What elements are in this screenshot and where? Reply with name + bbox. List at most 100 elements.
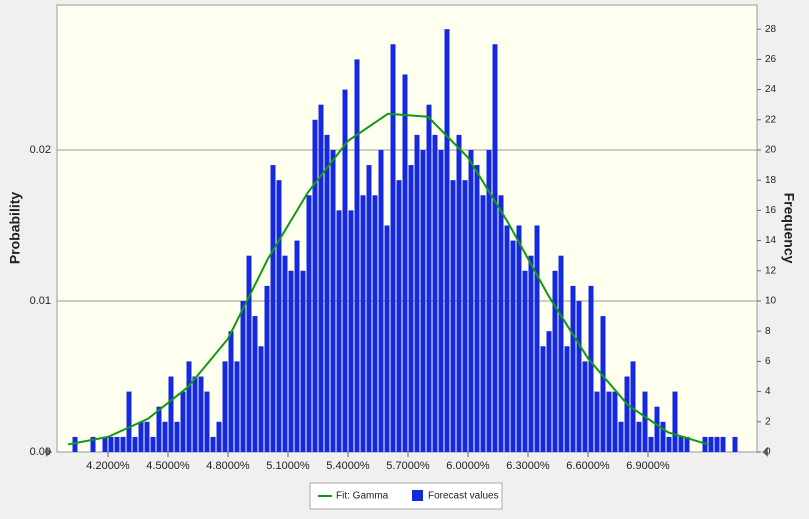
bar	[450, 180, 456, 453]
y2-tick-label: 4	[765, 386, 771, 397]
bar	[306, 195, 312, 452]
x-tick-label: 5.7000%	[386, 460, 430, 472]
bar	[648, 436, 654, 452]
x-tick-label: 4.2000%	[86, 460, 130, 472]
x-tick-label: 6.3000%	[506, 460, 550, 472]
y2-tick-label: 16	[765, 205, 777, 216]
bar	[552, 270, 558, 452]
bar	[522, 270, 528, 452]
bar	[402, 74, 408, 452]
y2-tick-label: 10	[765, 296, 777, 307]
bar	[348, 210, 354, 452]
bar	[528, 255, 534, 452]
bar	[72, 436, 78, 452]
y2-tick-label: 26	[765, 54, 777, 65]
bar	[516, 225, 522, 452]
bar	[498, 195, 504, 452]
y2-tick-label: 20	[765, 145, 777, 156]
bar	[600, 316, 606, 452]
bar	[408, 165, 414, 452]
x-tick-label: 4.8000%	[206, 460, 250, 472]
bar	[216, 421, 222, 452]
bar	[240, 300, 246, 452]
bar	[582, 361, 588, 452]
bar	[144, 421, 150, 452]
x-tick-label: 6.9000%	[626, 460, 670, 472]
bar	[534, 225, 540, 452]
y2-tick-label: 12	[765, 265, 777, 276]
bar	[510, 240, 516, 452]
bar	[90, 436, 96, 452]
y2-tick-label: 14	[765, 235, 777, 246]
y-tick-label: 0.02	[30, 144, 51, 156]
y2-tick-label: 28	[765, 24, 777, 35]
bar	[174, 421, 180, 452]
bar	[366, 165, 372, 452]
legend-label: Fit: Gamma	[336, 491, 389, 502]
bar	[228, 331, 234, 452]
y2-tick-label: 22	[765, 114, 777, 125]
bar	[198, 376, 204, 452]
bar	[414, 134, 420, 452]
bar	[426, 104, 432, 453]
x-tick-label: 4.5000%	[146, 460, 190, 472]
bar	[336, 210, 342, 452]
bar	[378, 149, 384, 453]
bar	[486, 149, 492, 453]
bar	[666, 436, 672, 452]
bar	[138, 421, 144, 452]
bar	[114, 436, 120, 452]
bar	[330, 149, 336, 453]
bar	[606, 391, 612, 452]
bar	[234, 361, 240, 452]
bar	[564, 346, 570, 452]
bar	[120, 436, 126, 452]
y-tick-label: 0.00	[30, 446, 51, 458]
x-tick-label: 5.1000%	[266, 460, 310, 472]
bar	[396, 180, 402, 453]
bar	[540, 346, 546, 452]
legend-label: Forecast values	[428, 491, 499, 502]
bar	[324, 134, 330, 452]
bar	[594, 391, 600, 452]
bar	[342, 89, 348, 452]
bar	[246, 255, 252, 452]
bar	[456, 134, 462, 452]
axis-arrow	[762, 447, 768, 457]
bar	[678, 436, 684, 452]
bar	[684, 436, 690, 452]
x-tick-label: 6.6000%	[566, 460, 610, 472]
bar	[558, 255, 564, 452]
y2-tick-label: 18	[765, 175, 777, 186]
bar	[192, 376, 198, 452]
bar	[546, 331, 552, 452]
fit-line	[67, 112, 709, 446]
bar	[576, 300, 582, 452]
bar	[714, 436, 720, 452]
bar	[168, 376, 174, 452]
bar	[264, 285, 270, 452]
bar	[156, 406, 162, 452]
bar	[588, 285, 594, 452]
y-tick-label: 0.01	[30, 295, 51, 307]
bar	[720, 436, 726, 452]
bar	[222, 361, 228, 452]
legend	[309, 482, 503, 510]
legend-swatch	[412, 490, 423, 501]
bar	[612, 391, 618, 452]
x-tick-label: 5.4000%	[326, 460, 370, 472]
bar	[474, 165, 480, 452]
bar	[288, 270, 294, 452]
y2-tick-label: 2	[765, 416, 771, 427]
bar	[294, 240, 300, 452]
bar	[270, 165, 276, 452]
bar	[624, 376, 630, 452]
x-tick-label: 6.0000%	[446, 460, 490, 472]
bar	[732, 436, 738, 452]
bar	[390, 44, 396, 452]
bar	[186, 361, 192, 452]
bar	[318, 104, 324, 453]
bar	[444, 29, 450, 452]
y-axis-label: Probability	[7, 192, 23, 265]
bar	[150, 436, 156, 452]
